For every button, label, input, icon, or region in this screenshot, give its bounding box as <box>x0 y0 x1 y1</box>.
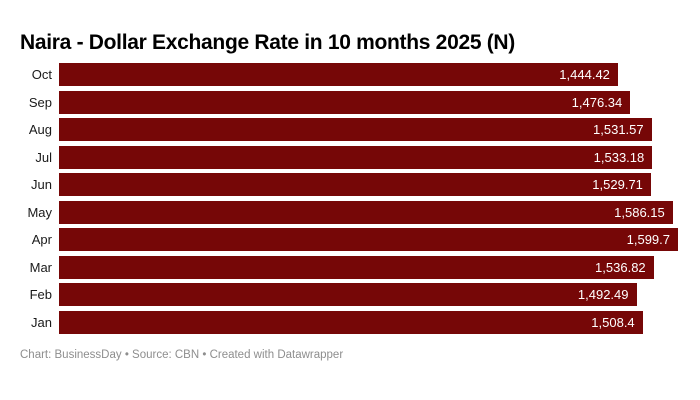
bar: 1,531.57 <box>59 118 652 142</box>
bar-row: Jun 1,529.71 <box>0 171 700 199</box>
bar: 1,492.49 <box>59 283 637 307</box>
bar-track: 1,536.82 <box>59 255 678 279</box>
bar-track: 1,508.4 <box>59 310 678 334</box>
bar-track: 1,586.15 <box>59 200 678 224</box>
bar-row: Jan 1,508.4 <box>0 309 700 337</box>
bar-track: 1,531.57 <box>59 118 678 142</box>
bar-track: 1,599.7 <box>59 228 678 252</box>
bar-track: 1,529.71 <box>59 173 678 197</box>
bar-track: 1,444.42 <box>59 63 678 87</box>
bar: 1,529.71 <box>59 173 651 197</box>
value-label: 1,586.15 <box>614 204 665 220</box>
value-label: 1,529.71 <box>592 177 643 193</box>
bar: 1,586.15 <box>59 200 673 224</box>
value-label: 1,531.57 <box>593 122 644 138</box>
category-label: Jul <box>35 149 52 165</box>
bar-row: Jul 1,533.18 <box>0 144 700 172</box>
category-label: Mar <box>29 259 52 275</box>
bar-row: Oct 1,444.42 <box>0 61 700 89</box>
category-label: Jan <box>31 314 52 330</box>
category-label: Apr <box>31 232 52 248</box>
value-label: 1,536.82 <box>595 259 646 275</box>
category-label: May <box>27 204 52 220</box>
category-label: Sep <box>28 94 52 110</box>
bar-row: May 1,586.15 <box>0 199 700 227</box>
bar-track: 1,492.49 <box>59 283 678 307</box>
bar: 1,476.34 <box>59 90 631 114</box>
chart-title: Naira - Dollar Exchange Rate in 10 month… <box>20 31 515 54</box>
bar-row: Apr 1,599.7 <box>0 226 700 254</box>
bar-track: 1,476.34 <box>59 90 678 114</box>
category-label: Oct <box>31 67 52 83</box>
category-label: Jun <box>31 177 52 193</box>
value-label: 1,476.34 <box>571 94 623 110</box>
bar: 1,533.18 <box>59 145 653 169</box>
value-label: 1,492.49 <box>577 287 629 303</box>
value-label: 1,599.7 <box>626 232 670 248</box>
value-label: 1,444.42 <box>559 67 610 83</box>
bar: 1,536.82 <box>59 255 654 279</box>
bar-row: Feb 1,492.49 <box>0 281 700 309</box>
bar-row: Mar 1,536.82 <box>0 254 700 282</box>
bar-rows: Oct 1,444.42 Sep 1,476.34 Aug 1,531.57 Jul 1,53… <box>0 61 700 336</box>
bar-row: Aug 1,531.57 <box>0 116 700 144</box>
category-label: Feb <box>29 287 52 303</box>
value-label: 1,533.18 <box>593 149 645 165</box>
bar: 1,599.7 <box>59 228 678 252</box>
bar-row: Sep 1,476.34 <box>0 89 700 117</box>
bar-track: 1,533.18 <box>59 145 678 169</box>
bar: 1,508.4 <box>59 310 643 334</box>
value-label: 1,508.4 <box>591 314 635 330</box>
category-label: Aug <box>28 122 52 138</box>
bar: 1,444.42 <box>59 63 618 87</box>
chart-footer: Chart: BusinessDay • Source: CBN • Creat… <box>20 349 344 361</box>
